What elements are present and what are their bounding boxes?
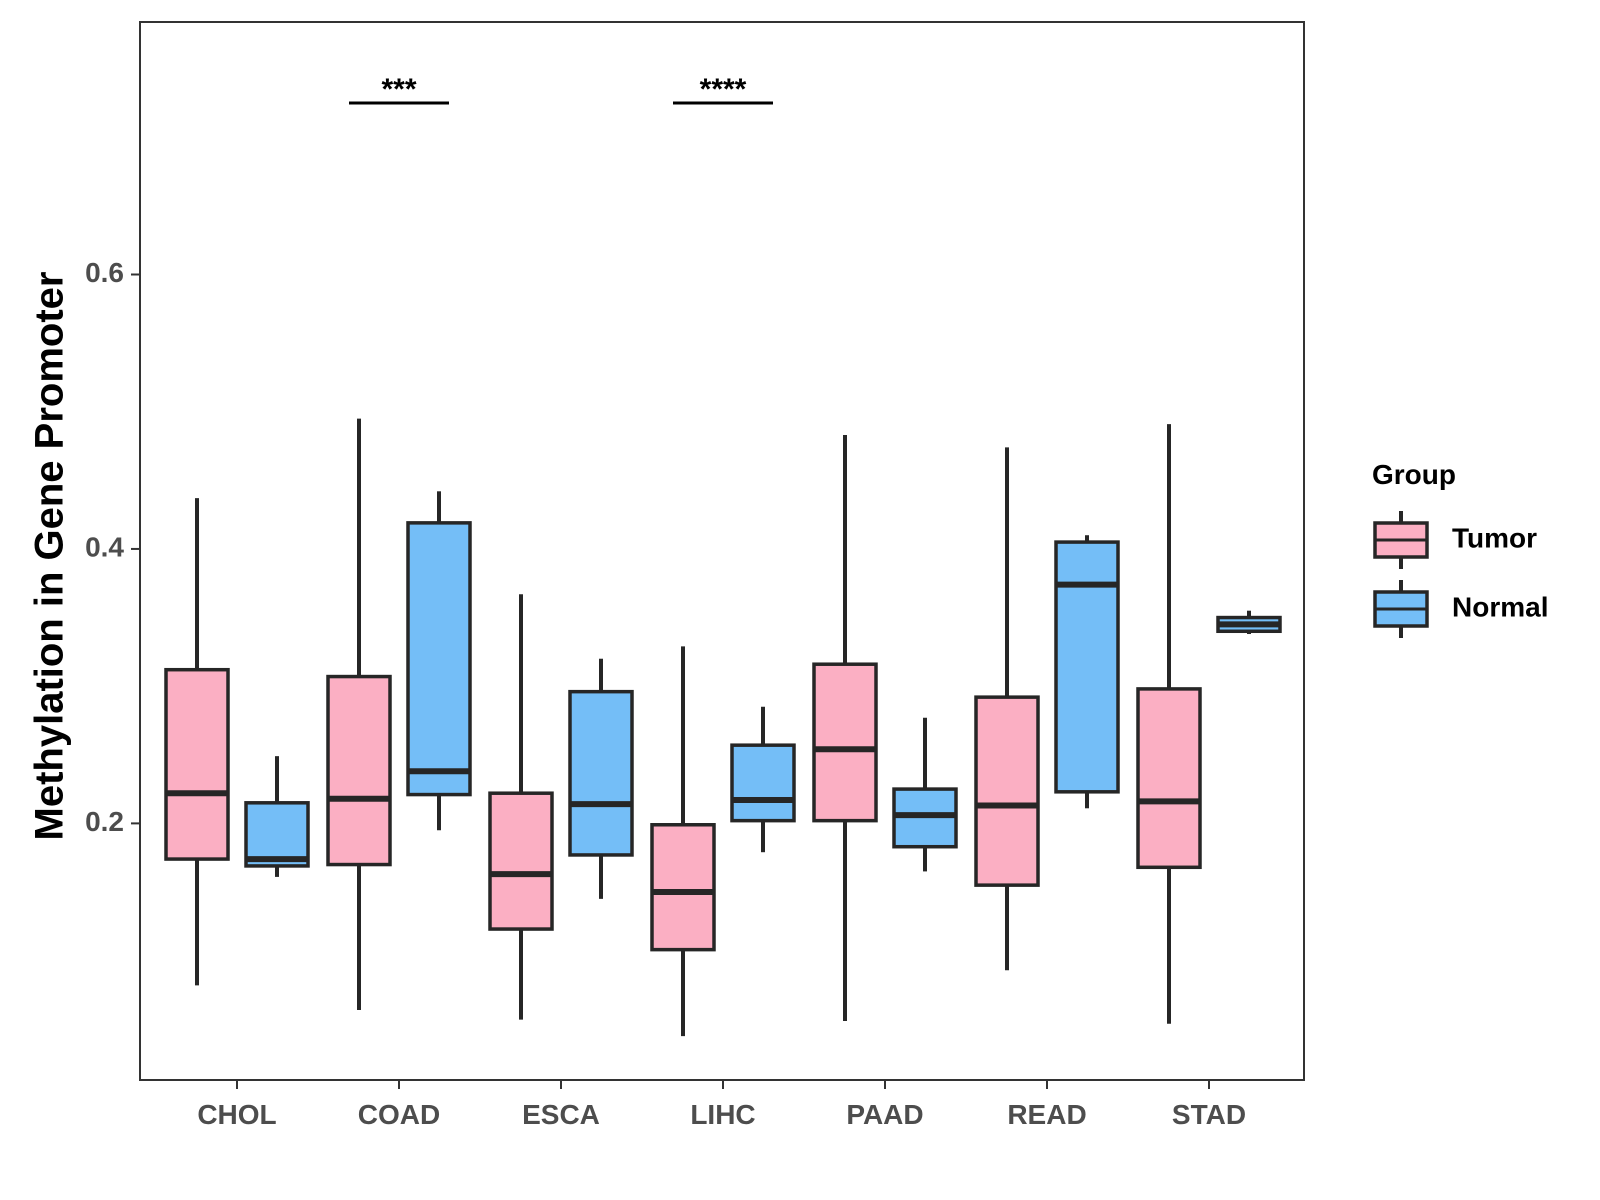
plot-panel bbox=[139, 21, 1305, 1081]
box-normal-lihc bbox=[730, 706, 796, 853]
x-axis: CHOL COAD ESCA LIHC PAAD READ STAD bbox=[197, 1080, 1246, 1130]
box-body bbox=[730, 743, 796, 823]
legend-label: Normal bbox=[1452, 591, 1548, 622]
box-body bbox=[488, 791, 554, 931]
box-tumor-coad bbox=[326, 418, 392, 1011]
significance-coad: *** bbox=[349, 73, 449, 106]
y-axis: 0.2 0.4 0.6 bbox=[85, 257, 140, 837]
x-tick-label: READ bbox=[1007, 1099, 1086, 1130]
box-body bbox=[326, 674, 392, 867]
box-body bbox=[650, 823, 716, 952]
legend-entries: Tumor Normal bbox=[1373, 511, 1548, 638]
x-tick-label: LIHC bbox=[690, 1099, 755, 1130]
x-tick-label: CHOL bbox=[197, 1099, 276, 1130]
legend-label: Tumor bbox=[1452, 522, 1537, 553]
y-axis-title: Methylation in Gene Promoter bbox=[28, 272, 72, 841]
box-body bbox=[1054, 540, 1120, 794]
y-tick-label: 0.2 bbox=[85, 806, 124, 837]
box-normal-paad bbox=[892, 717, 958, 872]
x-tick-label: COAD bbox=[358, 1099, 440, 1130]
box-tumor-paad bbox=[812, 435, 878, 1021]
box-body bbox=[568, 689, 634, 857]
x-tick-label: PAAD bbox=[846, 1099, 923, 1130]
legend-title: Group bbox=[1372, 459, 1456, 490]
box-normal-stad bbox=[1216, 610, 1282, 635]
x-tick-label: STAD bbox=[1172, 1099, 1246, 1130]
box-body bbox=[244, 801, 310, 868]
boxes-layer bbox=[164, 418, 1282, 1037]
box-body bbox=[1136, 687, 1202, 870]
legend: Group Tumor Normal bbox=[1372, 459, 1548, 638]
box-normal-coad bbox=[406, 491, 472, 831]
box-normal-esca bbox=[568, 658, 634, 899]
y-tick-label: 0.4 bbox=[85, 531, 124, 562]
legend-entry-tumor: Tumor bbox=[1373, 511, 1537, 569]
box-tumor-stad bbox=[1136, 424, 1202, 1024]
significance-label: **** bbox=[700, 73, 747, 106]
box-tumor-lihc bbox=[650, 646, 716, 1037]
box-tumor-chol bbox=[164, 498, 230, 986]
significance-lihc: **** bbox=[673, 73, 773, 106]
y-tick-label: 0.6 bbox=[85, 257, 124, 288]
box-tumor-esca bbox=[488, 594, 554, 1020]
legend-entry-normal: Normal bbox=[1373, 580, 1548, 638]
box-body bbox=[406, 521, 472, 797]
x-tick-label: ESCA bbox=[522, 1099, 600, 1130]
box-body bbox=[974, 695, 1040, 887]
box-body bbox=[164, 667, 230, 861]
annotations-layer: *** **** bbox=[349, 73, 773, 106]
box-body bbox=[812, 662, 878, 823]
box-normal-read bbox=[1054, 535, 1120, 809]
box-tumor-read bbox=[974, 447, 1040, 971]
box-normal-chol bbox=[244, 756, 310, 877]
significance-label: *** bbox=[381, 73, 416, 106]
